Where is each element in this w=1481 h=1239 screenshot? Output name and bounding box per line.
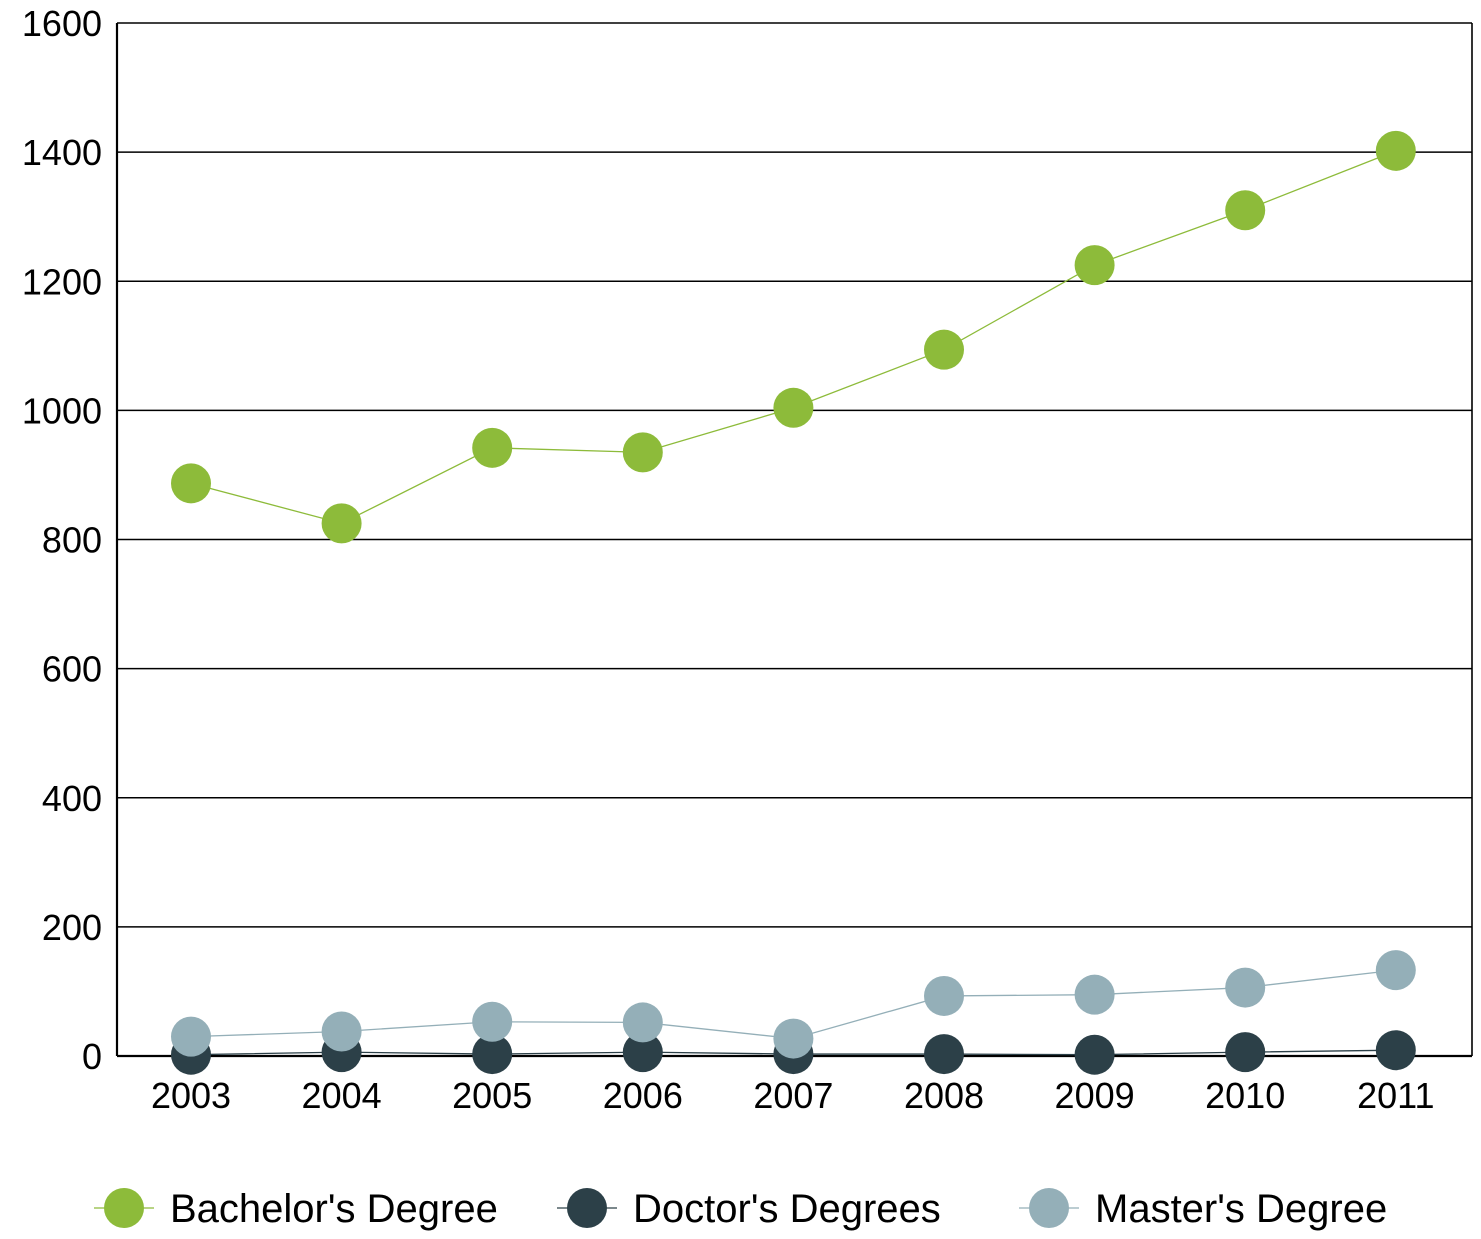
gridlines	[117, 22, 1472, 928]
x-axis-tick-labels: 2003 2004 2005 2006 2007 2008 2009 2010 2011	[151, 1075, 1435, 1116]
data-point-bachelor-s-degree-2003	[171, 463, 211, 504]
data-point-doctor-s-degrees-2005	[472, 1034, 513, 1075]
legend-item-bachelor-s-degree: Bachelor's Degree	[94, 1187, 498, 1231]
legend-marker-bachelor-s-degree	[104, 1188, 144, 1228]
data-point-master-s-degree-2005	[472, 1001, 513, 1042]
data-point-bachelor-s-degree-2011	[1375, 130, 1416, 171]
legend-marker-doctor-s-degrees	[567, 1188, 607, 1228]
data-point-master-s-degree-2007	[773, 1018, 814, 1059]
legend-item-doctor-s-degrees: Doctor's Degrees	[557, 1187, 941, 1231]
series-bachelor-s-degree	[171, 130, 1416, 544]
data-point-doctor-s-degrees-2011	[1375, 1030, 1416, 1071]
x-tick-label-2010: 2010	[1205, 1075, 1285, 1116]
y-tick-label-400: 400	[42, 778, 102, 819]
data-point-bachelor-s-degree-2010	[1225, 190, 1266, 231]
x-tick-label-2003: 2003	[151, 1075, 231, 1116]
x-tick-label-2006: 2006	[603, 1075, 683, 1116]
data-point-doctor-s-degrees-2008	[924, 1034, 964, 1075]
y-tick-label-1000: 1000	[22, 390, 102, 431]
data-point-bachelor-s-degree-2006	[622, 432, 663, 473]
legend-label-doctor-s-degrees: Doctor's Degrees	[633, 1187, 941, 1231]
y-tick-label-1200: 1200	[22, 261, 102, 302]
y-tick-label-1400: 1400	[22, 132, 102, 173]
data-point-master-s-degree-2006	[622, 1002, 663, 1043]
data-point-master-s-degree-2011	[1375, 950, 1416, 991]
series-line-bachelor-s-degree	[190, 150, 1397, 525]
data-point-doctor-s-degrees-2006	[622, 1032, 663, 1073]
data-point-bachelor-s-degree-2005	[472, 427, 513, 468]
series-master-s-degree	[171, 950, 1416, 1059]
y-tick-label-0: 0	[82, 1036, 102, 1077]
data-point-master-s-degree-2009	[1074, 974, 1115, 1015]
y-tick-label-600: 600	[42, 649, 102, 690]
x-tick-label-2009: 2009	[1055, 1075, 1135, 1116]
data-point-master-s-degree-2004	[321, 1011, 362, 1052]
x-tick-label-2004: 2004	[302, 1075, 382, 1116]
y-tick-label-200: 200	[42, 907, 102, 948]
data-point-bachelor-s-degree-2008	[924, 329, 964, 370]
data-series	[171, 130, 1416, 1075]
data-point-doctor-s-degrees-2010	[1225, 1032, 1266, 1073]
x-tick-label-2005: 2005	[452, 1075, 532, 1116]
legend-label-master-s-degree: Master's Degree	[1095, 1187, 1387, 1231]
legend-label-bachelor-s-degree: Bachelor's Degree	[170, 1187, 498, 1231]
data-point-doctor-s-degrees-2009	[1074, 1034, 1115, 1075]
y-axis-tick-labels: 0 200 400 600 800 1000 1200 1400 1600	[22, 3, 102, 1077]
legend-item-master-s-degree: Master's Degree	[1019, 1187, 1387, 1231]
legend-marker-master-s-degree	[1029, 1188, 1069, 1228]
data-point-bachelor-s-degree-2009	[1074, 245, 1115, 286]
data-point-master-s-degree-2010	[1225, 967, 1266, 1008]
x-tick-label-2007: 2007	[753, 1075, 833, 1116]
data-point-master-s-degree-2008	[924, 975, 964, 1016]
data-point-bachelor-s-degree-2007	[773, 387, 814, 428]
x-tick-label-2008: 2008	[904, 1075, 984, 1116]
data-point-master-s-degree-2003	[171, 1016, 211, 1057]
legend: Bachelor's Degree Doctor's Degrees Master'…	[94, 1187, 1387, 1231]
y-tick-label-800: 800	[42, 520, 102, 561]
y-tick-label-1600: 1600	[22, 3, 102, 44]
data-point-bachelor-s-degree-2004	[321, 503, 362, 544]
x-tick-label-2011: 2011	[1357, 1075, 1434, 1116]
